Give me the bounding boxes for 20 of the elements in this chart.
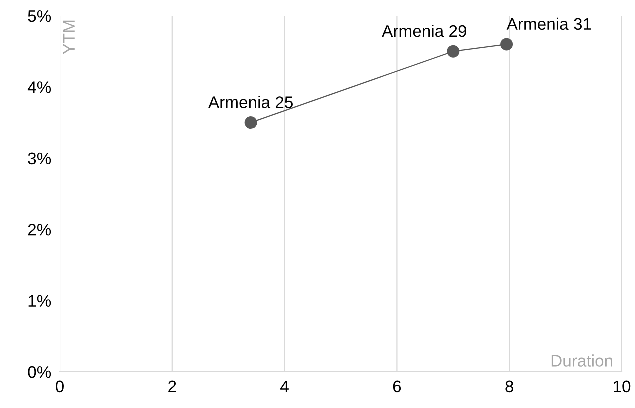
x-tick-label: 8 <box>506 380 514 393</box>
y-tick-label: 4% <box>28 82 52 94</box>
annotation: Armenia 31 <box>506 18 592 30</box>
point <box>500 38 514 51</box>
y-tick-label: 0% <box>28 366 52 378</box>
x-tick-label: 4 <box>280 380 289 392</box>
x-axis-title: Duration <box>552 354 612 367</box>
y-tick-label: 3% <box>28 152 52 165</box>
x-tick-label: 2 <box>168 380 176 392</box>
y-tick-label: 2% <box>28 224 52 236</box>
y-axis-title: YTM <box>63 20 75 54</box>
annotation: Armenia 25 <box>208 96 293 108</box>
x-tick-label: 10 <box>614 380 631 393</box>
x-tick-label: 6 <box>393 380 402 393</box>
annotation: Armenia 29 <box>382 24 467 38</box>
y-tick-label: 5% <box>28 10 52 22</box>
point <box>447 45 460 58</box>
point <box>244 116 258 130</box>
y-tick-label: 1% <box>28 295 52 307</box>
x-tick-label: 0 <box>56 380 64 393</box>
